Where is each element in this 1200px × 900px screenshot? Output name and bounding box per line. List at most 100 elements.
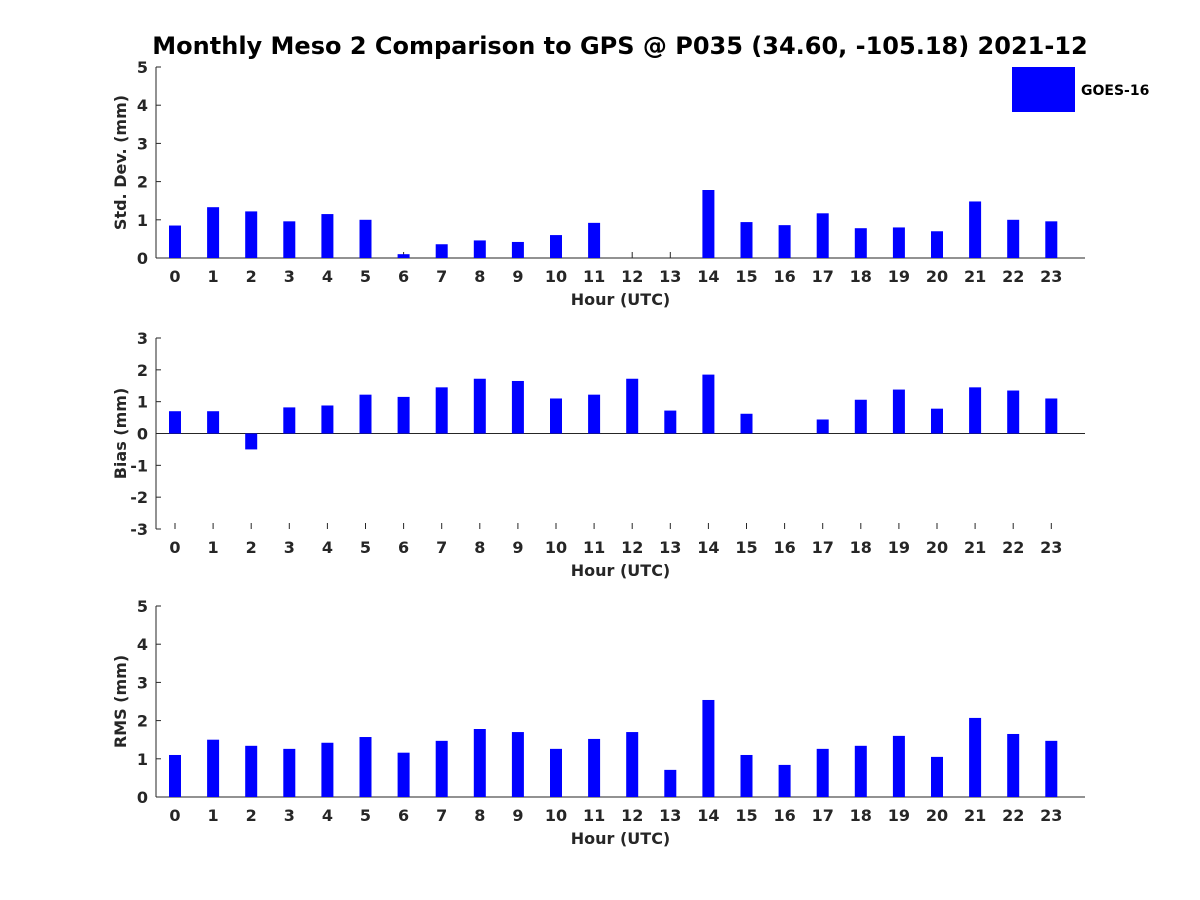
x-tick-label: 13: [659, 806, 681, 825]
y-tick-label: -1: [130, 456, 148, 475]
bar-hour-18: [854, 228, 867, 258]
x-tick-label: 21: [964, 267, 986, 286]
bar-hour-0: [169, 754, 181, 797]
bar-hour-12: [626, 378, 639, 434]
bar-hour-7: [435, 244, 448, 258]
bar-hour-16: [778, 225, 791, 258]
x-tick-label: 2: [246, 538, 257, 557]
x-tick-label: 3: [284, 806, 295, 825]
y-tick-label: 5: [137, 597, 148, 616]
x-tick-label: 10: [545, 538, 567, 557]
bar-hour-23: [1045, 740, 1058, 797]
x-tick-label: 17: [812, 538, 834, 557]
x-tick-label: 0: [169, 806, 180, 825]
bar-hour-23: [1045, 398, 1058, 434]
x-tick-label: 18: [850, 267, 872, 286]
x-tick-label: 2: [246, 267, 257, 286]
bar-hour-12: [626, 732, 639, 797]
x-tick-label: 14: [697, 538, 719, 557]
x-tick-label: 9: [512, 267, 523, 286]
bar-hour-21: [969, 717, 982, 797]
bar-hour-19: [892, 227, 905, 258]
bar-hour-21: [969, 201, 982, 258]
y-tick-label: 2: [137, 712, 148, 731]
x-tick-label: 5: [360, 267, 371, 286]
bar-hour-14: [702, 190, 715, 258]
bar-hour-15: [740, 754, 753, 797]
bar-hour-13: [664, 769, 677, 797]
x-tick-label: 21: [964, 538, 986, 557]
bar-hour-5: [359, 219, 372, 258]
bar-hour-1: [207, 739, 220, 797]
bar-hour-20: [931, 408, 943, 434]
y-tick-label: -3: [130, 520, 148, 539]
x-tick-label: 22: [1002, 806, 1024, 825]
legend-swatch: [1012, 67, 1075, 112]
bar-hour-13: [664, 410, 677, 434]
y-tick-label: 0: [137, 788, 148, 807]
x-tick-label: 18: [850, 806, 872, 825]
x-tick-label: 6: [398, 538, 409, 557]
x-tick-label: 10: [545, 806, 567, 825]
x-tick-label: 11: [583, 538, 605, 557]
x-tick-label: 4: [322, 267, 333, 286]
bar-hour-10: [550, 398, 562, 434]
x-axis-label: Hour (UTC): [571, 290, 671, 309]
x-tick-label: 20: [926, 806, 948, 825]
legend: GOES-16: [1012, 67, 1149, 112]
bar-hour-8: [473, 729, 486, 797]
bar-hour-17: [816, 748, 829, 797]
x-tick-label: 11: [583, 267, 605, 286]
bar-hour-7: [435, 740, 448, 797]
x-tick-label: 22: [1002, 267, 1024, 286]
x-tick-label: 12: [621, 538, 643, 557]
y-tick-label: 1: [137, 750, 148, 769]
bar-hour-18: [854, 745, 867, 797]
x-tick-label: 0: [169, 267, 180, 286]
y-tick-label: 3: [137, 134, 148, 153]
y-tick-label: 2: [137, 173, 148, 192]
x-tick-label: 23: [1040, 806, 1062, 825]
bar-hour-4: [321, 742, 334, 797]
x-tick-label: 15: [735, 538, 757, 557]
bar-hour-4: [321, 214, 334, 258]
bar-hour-5: [359, 737, 372, 797]
x-tick-label: 5: [360, 538, 371, 557]
bar-hour-19: [892, 389, 905, 434]
y-tick-label: 4: [137, 96, 148, 115]
y-tick-label: 0: [137, 425, 148, 444]
x-tick-label: 1: [208, 806, 219, 825]
bar-hour-17: [816, 419, 829, 434]
x-tick-label: 7: [436, 806, 447, 825]
x-tick-label: 12: [621, 806, 643, 825]
x-tick-label: 8: [474, 267, 485, 286]
x-tick-label: 21: [964, 806, 986, 825]
x-tick-label: 16: [773, 267, 795, 286]
x-tick-label: 20: [926, 267, 948, 286]
bar-hour-11: [588, 394, 601, 434]
x-tick-label: 8: [474, 806, 485, 825]
bar-hour-10: [550, 748, 562, 797]
y-tick-label: 3: [137, 329, 148, 348]
legend-label: GOES-16: [1081, 83, 1149, 99]
bar-hour-6: [397, 752, 410, 797]
x-tick-label: 1: [208, 538, 219, 557]
bar-hour-6: [397, 396, 410, 434]
bar-hour-11: [588, 222, 601, 258]
bar-hour-22: [1007, 390, 1020, 434]
x-tick-label: 5: [360, 806, 371, 825]
x-tick-label: 15: [735, 806, 757, 825]
bar-hour-23: [1045, 221, 1058, 258]
bar-hour-21: [969, 387, 982, 434]
x-tick-label: 13: [659, 538, 681, 557]
bar-hour-22: [1007, 733, 1020, 797]
x-tick-label: 18: [850, 538, 872, 557]
x-tick-label: 3: [284, 267, 295, 286]
x-tick-label: 6: [398, 267, 409, 286]
bar-hour-10: [550, 235, 562, 258]
bar-hour-17: [816, 213, 829, 258]
bar-hour-15: [740, 222, 753, 258]
bar-hour-2: [245, 433, 258, 450]
